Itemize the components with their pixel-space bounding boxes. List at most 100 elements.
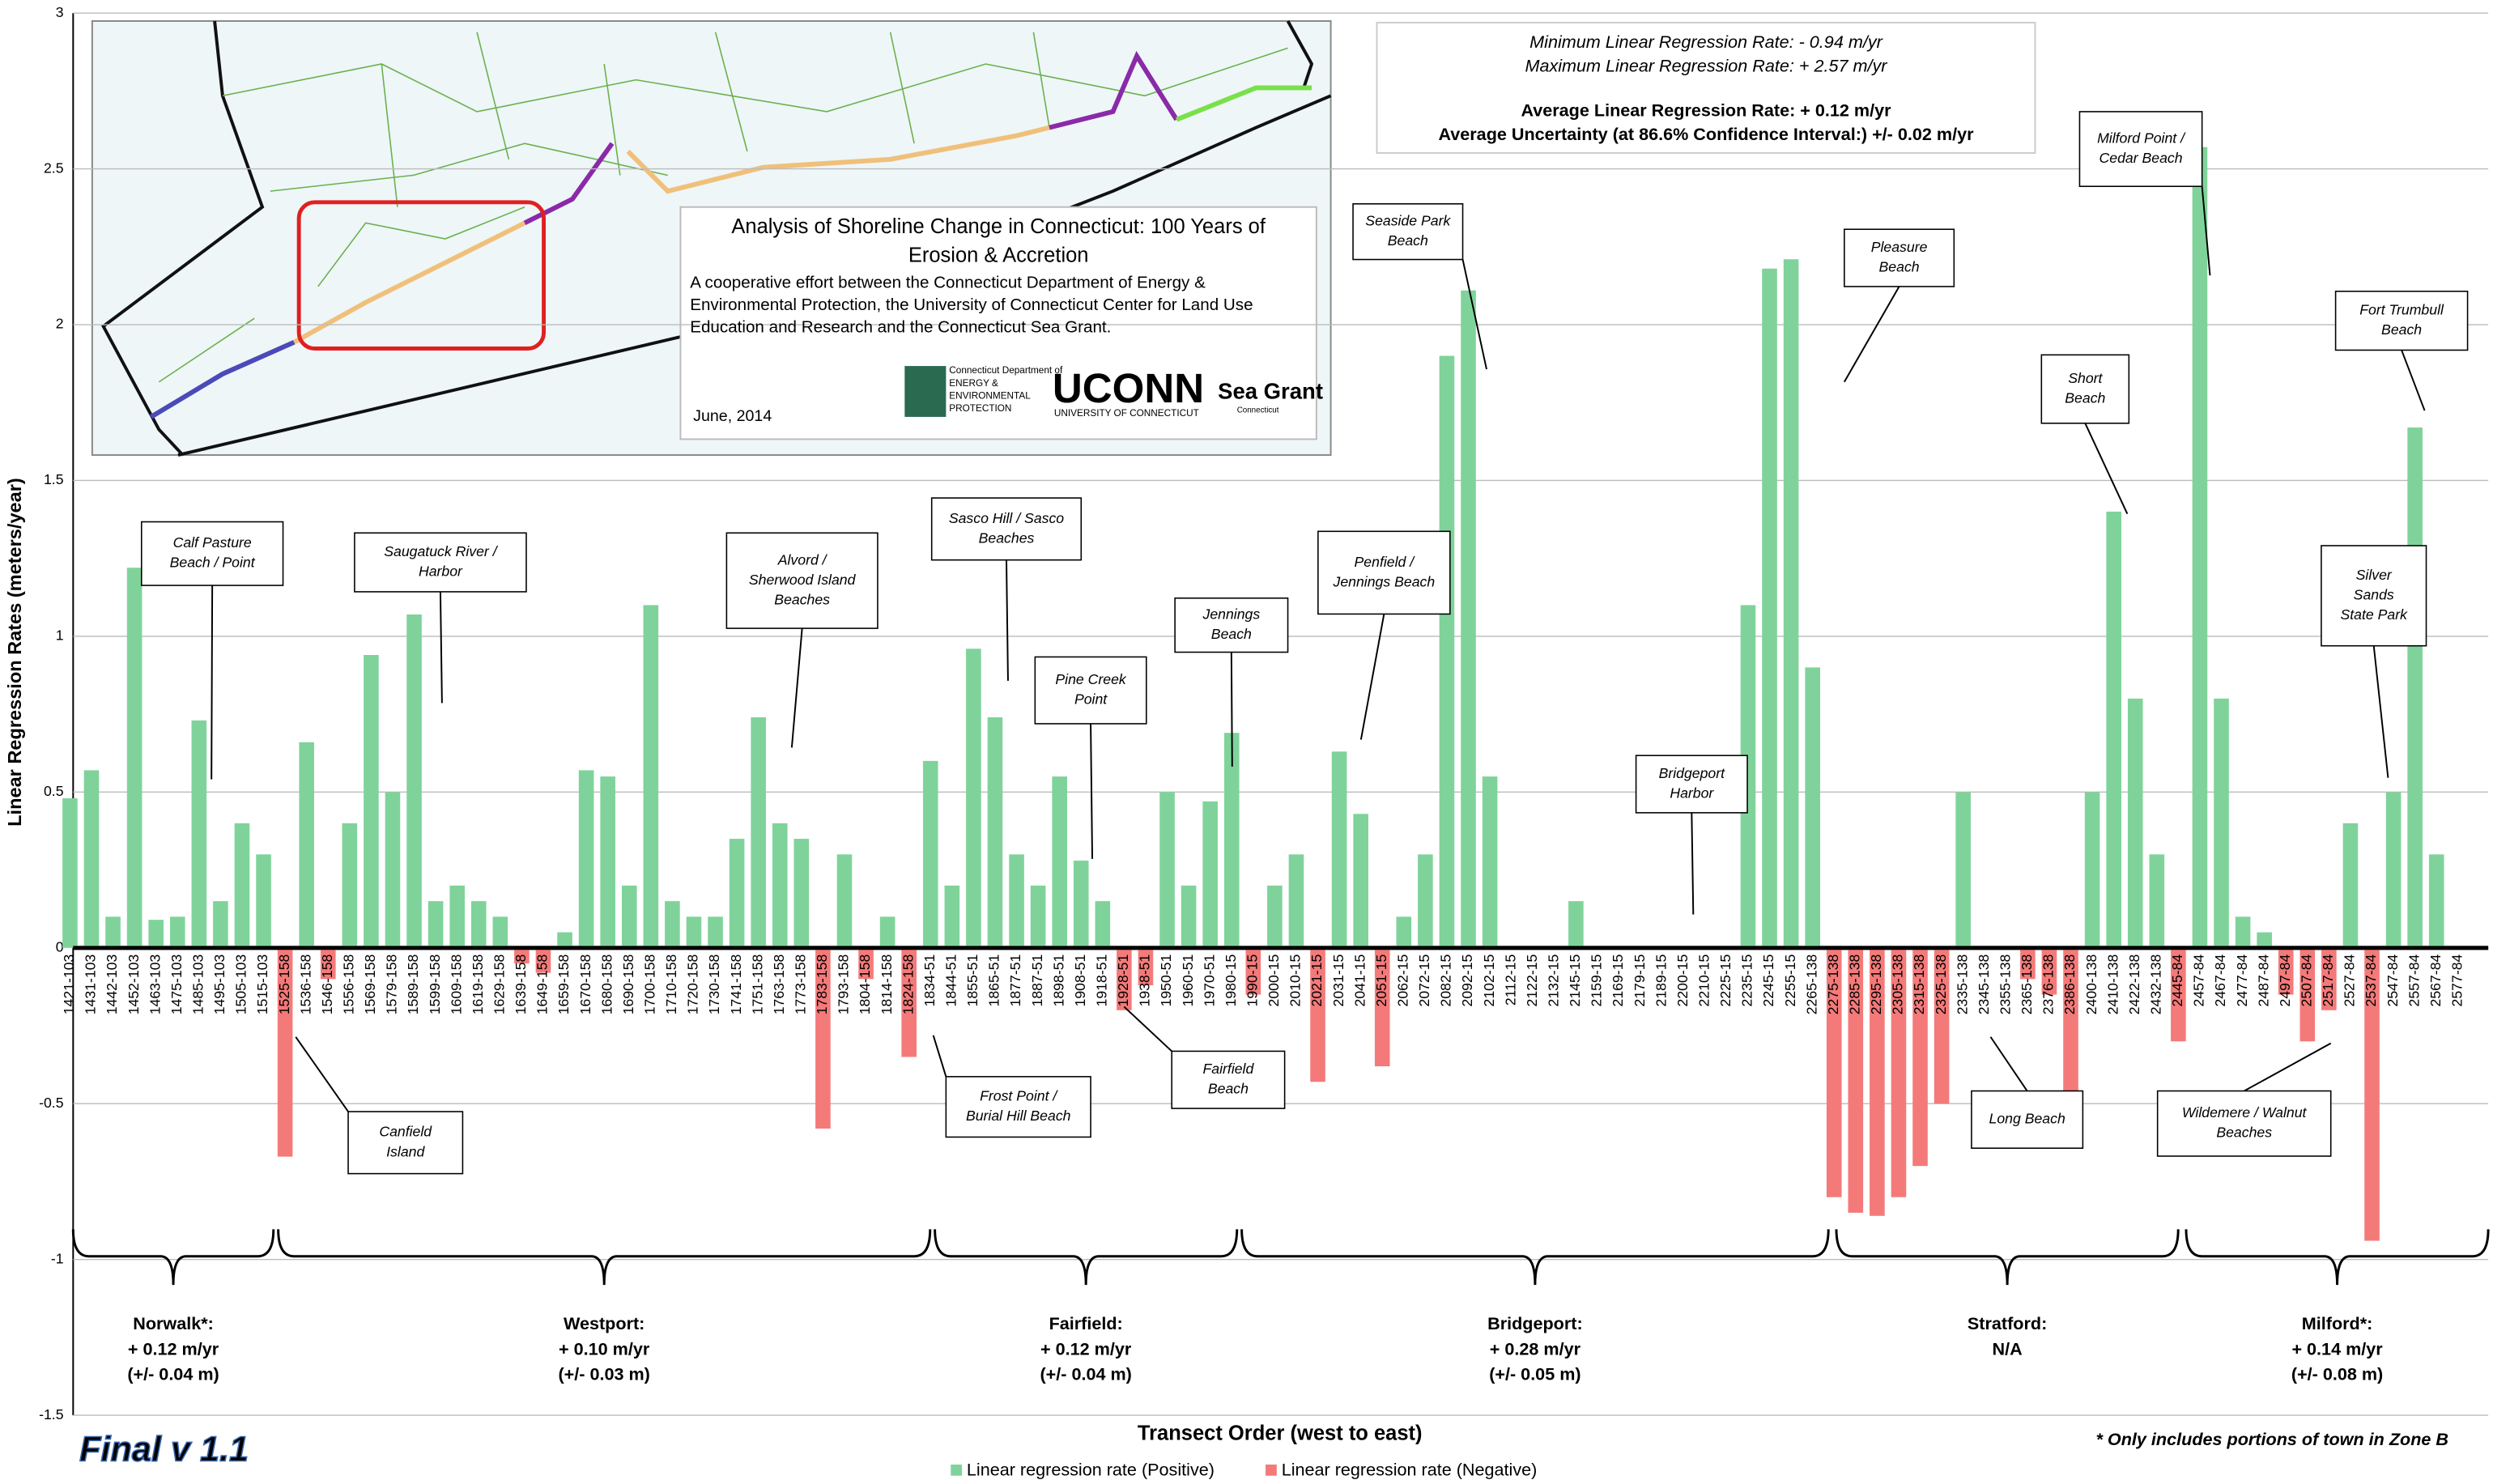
bar	[1117, 947, 1132, 1010]
bar	[2171, 947, 2186, 1042]
bar	[1955, 792, 1971, 948]
callout-pointer	[1090, 723, 1094, 859]
x-tick-label: 1463-103	[147, 954, 163, 1014]
x-tick-label: 2325-138	[1933, 954, 1949, 1014]
callout-text: Harbor	[1670, 785, 1714, 801]
callout-text: Harbor	[419, 563, 463, 580]
town-brace	[277, 1229, 932, 1286]
town-text: (+/- 0.05 m)	[1489, 1364, 1580, 1384]
callout-text: Milford Point /	[2097, 130, 2186, 146]
x-tick-label: 2335-138	[1954, 954, 1970, 1014]
bar	[2149, 854, 2165, 948]
bar	[858, 947, 874, 980]
callout-box	[1317, 530, 1451, 615]
x-tick-label: 2557-84	[2406, 954, 2422, 1006]
bar	[578, 770, 594, 948]
legend-swatch	[1266, 1464, 1277, 1476]
bar	[2084, 792, 2100, 948]
uconn-logo: UCONN	[1053, 365, 1204, 411]
callout-pointer	[439, 591, 443, 704]
x-tick-label: 1928-51	[1115, 955, 1131, 1007]
x-tick-label: 1680-158	[598, 954, 615, 1014]
x-tick-label: 1960-51	[1180, 955, 1196, 1007]
town-brace	[1835, 1229, 2180, 1286]
bar	[987, 716, 1003, 948]
x-tick-label: 1865-51	[986, 955, 1002, 1007]
x-tick-label: 1579-158	[384, 954, 400, 1014]
x-tick-label: 2457-84	[2191, 954, 2207, 1006]
callout-box	[725, 532, 879, 629]
x-tick-label: 2200-15	[1674, 954, 1691, 1006]
inset-map	[91, 20, 1332, 457]
bar	[385, 792, 401, 948]
callout-text: Cedar Beach	[2099, 150, 2183, 166]
x-tick-label: 1980-15	[1223, 954, 1239, 1006]
callout-text: Wildemere / Walnut	[2182, 1104, 2308, 1120]
x-tick-label: 1918-51	[1093, 955, 1109, 1007]
x-tick-label: 2345-138	[1976, 954, 1992, 1014]
x-tick-label: 2255-15	[1782, 954, 1798, 1006]
x-tick-label: 2275-138	[1825, 954, 1841, 1014]
x-tick-label: 1442-103	[104, 954, 120, 1014]
bar	[1353, 814, 1368, 948]
bar	[1223, 733, 1240, 948]
x-tick-label: 2365-138	[2019, 954, 2035, 1014]
bar	[1159, 792, 1175, 948]
x-tick-label: 1793-158	[836, 954, 852, 1014]
x-tick-label: 1741-158	[728, 954, 744, 1014]
callout-pointer	[2084, 423, 2129, 515]
callout-box	[2156, 1090, 2332, 1157]
bar	[1461, 290, 1476, 948]
bar	[2385, 792, 2402, 948]
y-tick-label: -0.5	[39, 1095, 64, 1111]
x-tick-label: 1546-158	[319, 954, 335, 1014]
x-tick-label: 2010-15	[1287, 954, 1304, 1006]
bar	[944, 885, 960, 948]
x-tick-label: 1452-103	[126, 954, 142, 1014]
stats-box	[1376, 21, 2036, 154]
x-tick-label: 1804-158	[857, 954, 873, 1014]
inset-description: A cooperative effort between the Connect…	[690, 273, 1206, 291]
bar	[793, 839, 810, 948]
y-tick-label: 0	[56, 938, 64, 955]
bar	[406, 614, 422, 948]
x-tick-label: 2210-15	[1695, 954, 1712, 1006]
bar	[708, 916, 723, 948]
callout-text: Beach	[1211, 626, 1252, 642]
callout-text: Burial Hill Beach	[966, 1108, 1071, 1124]
town-brace	[71, 1229, 275, 1286]
x-tick-label: 2051-15	[1373, 954, 1389, 1006]
x-tick-label: 2245-15	[1760, 954, 1776, 1006]
callout-text: Beach	[1388, 232, 1428, 249]
x-tick-label: 1773-158	[792, 954, 808, 1014]
x-tick-label: 2062-15	[1394, 954, 1410, 1006]
x-tick-label: 1670-158	[577, 954, 593, 1014]
x-tick-label: 2285-138	[1846, 954, 1862, 1014]
callout-box	[2078, 111, 2203, 187]
callout-text: Canfield	[379, 1124, 432, 1140]
callout-pointer	[1461, 259, 1487, 370]
bar	[2127, 698, 2143, 948]
bar	[901, 947, 917, 1057]
bar	[1439, 355, 1455, 948]
y-axis-label: Linear Regression Rates (meters/year)	[4, 478, 25, 827]
callout-pointer	[295, 1036, 349, 1112]
town-text: (+/- 0.04 m)	[1040, 1364, 1131, 1384]
inset-date: June, 2014	[693, 407, 772, 425]
bar	[2407, 427, 2423, 948]
x-tick-label: 2092-15	[1459, 954, 1475, 1006]
callout-box	[1635, 755, 1748, 814]
stats-line: Minimum Linear Regression Rate: - 0.94 m…	[1529, 32, 1883, 52]
callout-box	[1844, 228, 1955, 287]
bar	[1870, 947, 1885, 1216]
callout-box	[354, 532, 527, 593]
x-tick-label: 1908-51	[1072, 955, 1088, 1007]
x-tick-label: 1877-51	[1007, 955, 1023, 1007]
callout-text: Saugatuck River /	[384, 543, 498, 559]
x-tick-label: 1844-51	[942, 955, 959, 1007]
bar	[729, 839, 745, 948]
x-tick-label: 2145-15	[1567, 954, 1583, 1006]
legend-label: Linear regression rate (Negative)	[1282, 1460, 1538, 1480]
bar	[1331, 751, 1347, 948]
x-tick-label: 1659-158	[555, 954, 572, 1014]
